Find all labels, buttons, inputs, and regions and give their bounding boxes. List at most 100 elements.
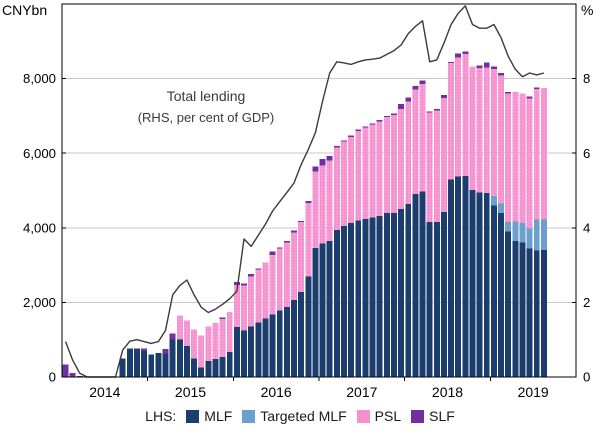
bar-segment — [291, 299, 297, 377]
bar-segment — [533, 89, 540, 220]
bar-segment — [348, 135, 355, 137]
bar-segment — [241, 285, 248, 331]
bars-mlf — [119, 175, 547, 378]
bar-segment — [155, 352, 162, 377]
bar-segment — [341, 140, 347, 142]
bar-segment — [383, 212, 390, 377]
bar-segment — [526, 96, 533, 99]
bar-segment — [469, 189, 476, 377]
bar-segment — [405, 101, 412, 204]
bar-segment — [291, 230, 297, 233]
left-axis-unit-label: CNYbn — [2, 2, 48, 18]
legend-item-slf: SLF — [411, 408, 455, 424]
bar-segment — [312, 166, 319, 172]
bar-segment — [440, 212, 447, 377]
bar-segment — [405, 97, 412, 102]
legend-swatch — [411, 409, 425, 423]
legend-swatch — [356, 409, 370, 423]
bar-segment — [526, 248, 533, 377]
bar-segment — [126, 348, 133, 377]
bar-segment — [319, 159, 326, 166]
bar-segment — [419, 191, 426, 377]
bar-segment — [326, 240, 333, 377]
bar-segment — [369, 217, 376, 377]
bar-segment — [248, 276, 255, 327]
bar-segment — [448, 61, 455, 63]
bar-segment — [212, 359, 219, 377]
bar-segment — [226, 352, 233, 377]
legend: LHS: MLF Targeted MLF PSL SLF — [0, 408, 600, 424]
bar-segment — [341, 141, 347, 226]
bar-segment — [348, 136, 355, 223]
year-label: 2016 — [261, 384, 292, 400]
bar-segment — [469, 66, 476, 190]
bar-segment — [298, 222, 305, 292]
bar-segment — [426, 111, 433, 113]
bar-segment — [412, 86, 419, 90]
bar-segment — [255, 322, 262, 377]
bar-segment — [262, 318, 269, 377]
bar-segment — [455, 57, 462, 177]
bar-segment — [233, 282, 240, 286]
bar-segment — [398, 104, 405, 110]
bar-segment — [483, 67, 490, 194]
bar-segment — [291, 232, 297, 300]
bar-segment — [448, 179, 455, 377]
bar-segment — [183, 320, 190, 347]
axis-ticks — [62, 78, 576, 381]
bar-segment — [283, 242, 290, 307]
bar-segment — [319, 165, 326, 244]
bar-segment — [248, 326, 255, 377]
bar-segment — [512, 240, 519, 377]
legend-prefix: LHS: — [145, 408, 177, 424]
bar-segment — [305, 200, 312, 204]
bar-segment — [198, 367, 205, 377]
bar-segment — [241, 283, 248, 286]
bar-segment — [176, 339, 183, 377]
bar-segment — [355, 129, 362, 132]
bar-segment — [355, 220, 362, 377]
bar-segment — [276, 248, 283, 311]
bar-segment — [183, 346, 190, 377]
bar-segment — [433, 108, 440, 111]
bar-segment — [312, 248, 319, 377]
bar-segment — [390, 113, 397, 116]
bar-segment — [355, 131, 362, 221]
year-label: 2017 — [346, 384, 377, 400]
bar-segment — [405, 203, 412, 377]
bar-segment — [219, 356, 226, 377]
bar-segment — [476, 192, 483, 377]
legend-label: Targeted MLF — [260, 408, 347, 424]
bar-segment — [305, 203, 312, 277]
bar-segment — [383, 115, 390, 118]
bar-segment — [219, 317, 226, 319]
bar-segment — [412, 194, 419, 377]
year-label: 2018 — [432, 384, 463, 400]
bars-psl — [176, 53, 547, 368]
bar-segment — [540, 88, 547, 220]
bar-segment — [176, 315, 183, 340]
bar-segment — [205, 360, 212, 377]
bar-segment — [533, 250, 540, 377]
bar-segment — [498, 75, 505, 204]
bar-segment — [305, 276, 312, 377]
bar-segment — [505, 93, 512, 222]
bar-segment — [376, 215, 383, 377]
bar-segment — [426, 112, 433, 223]
bar-segment — [169, 339, 176, 377]
bar-segment — [312, 171, 319, 249]
bar-segment — [540, 250, 547, 377]
total-lending-annotation: Total lending (RHS, per cent of GDP) — [98, 86, 314, 128]
bar-segment — [440, 97, 447, 213]
bar-segment — [141, 350, 148, 377]
bar-segment — [498, 203, 505, 213]
bar-segment — [276, 310, 283, 377]
bar-segment — [205, 326, 212, 361]
bar-segment — [505, 231, 512, 377]
bar-segment — [490, 69, 497, 196]
bar-segment — [433, 110, 440, 223]
bar-segment — [298, 221, 305, 223]
annotation-line1: Total lending — [166, 88, 246, 104]
